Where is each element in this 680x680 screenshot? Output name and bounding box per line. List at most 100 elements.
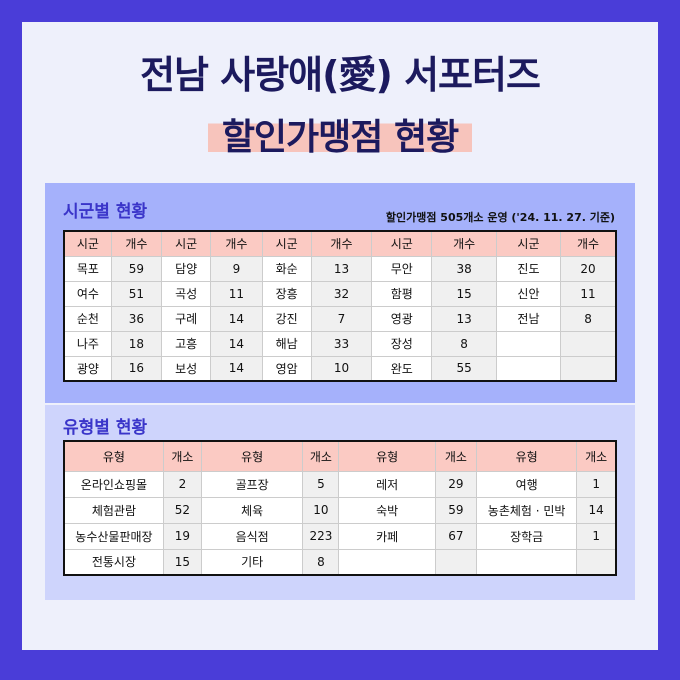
name-cell: 해남 <box>261 330 312 357</box>
count-cell: 14 <box>210 330 263 357</box>
name-cell: 카페 <box>338 522 436 550</box>
count-cell: 11 <box>560 280 617 307</box>
count-cell: 1 <box>576 470 617 498</box>
name-cell: 함평 <box>371 280 433 307</box>
count-cell: 15 <box>162 548 202 576</box>
page-subtitle: 할인가맹점 현황 <box>207 108 473 160</box>
column-header: 유형 <box>475 440 578 472</box>
count-cell: 16 <box>110 355 163 382</box>
table-row: 체험관람 52 체육 10 숙박 59 농촌체험 · 민박 14 <box>63 496 617 524</box>
count-cell: 9 <box>210 255 263 282</box>
count-cell: 51 <box>110 280 163 307</box>
type-table: 유형 개소 유형 개소 유형 개소 유형 개소 온라인쇼핑몰 2 골프장 5 레저 29 여행 1 체험관람 52… <box>63 440 617 576</box>
column-header: 개수 <box>210 230 263 257</box>
count-cell: 33 <box>310 330 373 357</box>
name-cell: 기타 <box>200 548 304 576</box>
count-cell: 2 <box>162 470 202 498</box>
name-cell <box>338 548 436 576</box>
count-cell: 59 <box>110 255 163 282</box>
name-cell: 보성 <box>161 355 212 382</box>
name-cell: 농수산물판매장 <box>63 522 164 550</box>
column-header: 개소 <box>434 440 477 472</box>
table-row: 나주 18 고흥 14 해남 33 장성 8 <box>63 330 617 357</box>
column-header: 시군 <box>371 230 433 257</box>
name-cell: 구례 <box>161 305 212 332</box>
count-cell: 20 <box>560 255 617 282</box>
count-cell: 8 <box>302 548 340 576</box>
name-cell: 장흥 <box>261 280 312 307</box>
page-title: 전남 사랑애(愛) 서포터즈 <box>140 53 541 97</box>
count-cell: 29 <box>434 470 477 498</box>
column-header: 시군 <box>495 230 562 257</box>
name-cell: 전남 <box>495 305 562 332</box>
type-heading: 유형별 현황 <box>63 418 148 438</box>
table-row: 목포 59 담양 9 화순 13 무안 38 진도 20 <box>63 255 617 282</box>
count-cell: 36 <box>110 305 163 332</box>
name-cell: 무안 <box>371 255 433 282</box>
count-cell: 10 <box>302 496 340 524</box>
count-cell: 223 <box>302 522 340 550</box>
name-cell: 음식점 <box>200 522 304 550</box>
count-cell: 67 <box>434 522 477 550</box>
name-cell <box>495 355 562 382</box>
column-header: 개소 <box>162 440 202 472</box>
column-header: 시군 <box>63 230 112 257</box>
count-cell: 15 <box>431 280 497 307</box>
name-cell: 농촌체험 · 민박 <box>475 496 578 524</box>
name-cell <box>475 548 578 576</box>
count-cell: 14 <box>210 305 263 332</box>
count-cell: 13 <box>431 305 497 332</box>
name-cell: 장성 <box>371 330 433 357</box>
column-header: 개수 <box>560 230 617 257</box>
column-header: 개수 <box>310 230 373 257</box>
name-cell: 영암 <box>261 355 312 382</box>
name-cell: 체험관람 <box>63 496 164 524</box>
name-cell: 순천 <box>63 305 112 332</box>
count-cell: 14 <box>210 355 263 382</box>
region-heading: 시군별 현황 <box>63 202 148 222</box>
type-panel: 유형별 현황 유형 개소 유형 개소 유형 개소 유형 개소 온라인쇼핑몰 2 골프장 5 레저 29 여행… <box>45 405 635 600</box>
name-cell: 목포 <box>63 255 112 282</box>
count-cell: 8 <box>560 305 617 332</box>
name-cell: 화순 <box>261 255 312 282</box>
name-cell: 신안 <box>495 280 562 307</box>
region-panel: 시군별 현황 할인가맹점 505개소 운영 ('24. 11. 27. 기준) … <box>45 183 635 403</box>
name-cell: 곡성 <box>161 280 212 307</box>
name-cell: 레저 <box>338 470 436 498</box>
count-cell: 8 <box>431 330 497 357</box>
name-cell: 완도 <box>371 355 433 382</box>
table-row: 농수산물판매장 19 음식점 223 카페 67 장학금 1 <box>63 522 617 550</box>
count-cell <box>434 548 477 576</box>
table-row: 여수 51 곡성 11 장흥 32 함평 15 신안 11 <box>63 280 617 307</box>
count-cell: 7 <box>310 305 373 332</box>
name-cell: 강진 <box>261 305 312 332</box>
table-row: 온라인쇼핑몰 2 골프장 5 레저 29 여행 1 <box>63 470 617 498</box>
count-cell: 13 <box>310 255 373 282</box>
region-note: 할인가맹점 505개소 운영 ('24. 11. 27. 기준) <box>385 211 615 224</box>
table-row: 광양 16 보성 14 영암 10 완도 55 <box>63 355 617 382</box>
name-cell: 장학금 <box>475 522 578 550</box>
count-cell: 1 <box>576 522 617 550</box>
column-header: 개소 <box>302 440 340 472</box>
count-cell: 18 <box>110 330 163 357</box>
name-cell: 나주 <box>63 330 112 357</box>
count-cell <box>560 355 617 382</box>
count-cell: 32 <box>310 280 373 307</box>
table-row: 순천 36 구례 14 강진 7 영광 13 전남 8 <box>63 305 617 332</box>
region-table: 시군 개수 시군 개수 시군 개수 시군 개수 시군 개수 목포 59 담양 9 화순 13 무안 38 진도 20 여… <box>63 230 617 382</box>
name-cell: 진도 <box>495 255 562 282</box>
name-cell: 골프장 <box>200 470 304 498</box>
name-cell: 체육 <box>200 496 304 524</box>
name-cell <box>495 330 562 357</box>
count-cell: 38 <box>431 255 497 282</box>
count-cell: 10 <box>310 355 373 382</box>
column-header: 시군 <box>161 230 212 257</box>
count-cell: 52 <box>162 496 202 524</box>
count-cell: 59 <box>434 496 477 524</box>
name-cell: 여수 <box>63 280 112 307</box>
column-header: 개수 <box>110 230 163 257</box>
column-header: 시군 <box>261 230 312 257</box>
name-cell: 여행 <box>475 470 578 498</box>
column-header: 개수 <box>431 230 497 257</box>
count-cell: 14 <box>576 496 617 524</box>
